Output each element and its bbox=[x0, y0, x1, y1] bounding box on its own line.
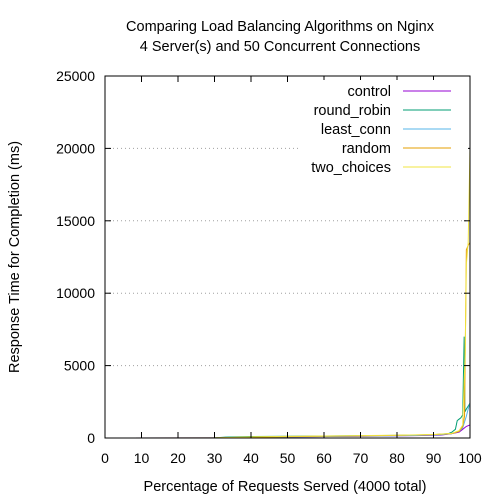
legend-entry-background bbox=[298, 80, 468, 97]
x-tick-label: 80 bbox=[389, 450, 405, 466]
x-tick-label: 90 bbox=[426, 450, 442, 466]
chart-title-line-2: 4 Server(s) and 50 Concurrent Connection… bbox=[140, 39, 420, 55]
x-tick-label: 30 bbox=[207, 450, 223, 466]
x-tick-label: 10 bbox=[134, 450, 150, 466]
y-tick-label: 10000 bbox=[56, 285, 95, 301]
legend-entry-background bbox=[298, 156, 468, 173]
chart-title-line-1: Comparing Load Balancing Algorithms on N… bbox=[126, 19, 435, 35]
legend-label-round-robin: round_robin bbox=[314, 103, 391, 119]
legend-entry-background bbox=[298, 118, 468, 135]
x-tick-label: 0 bbox=[101, 450, 109, 466]
legend-label-least-conn: least_conn bbox=[321, 122, 391, 138]
y-tick-label: 0 bbox=[87, 430, 95, 446]
y-axis-label: Response Time for Completion (ms) bbox=[7, 141, 23, 373]
x-tick-label: 100 bbox=[458, 450, 482, 466]
y-tick-label: 25000 bbox=[56, 68, 95, 84]
legend-entry-background bbox=[298, 99, 468, 116]
legend-entry-background bbox=[298, 137, 468, 154]
legend-label-two-choices: two_choices bbox=[311, 160, 391, 176]
y-tick-label: 20000 bbox=[56, 140, 95, 156]
x-tick-label: 70 bbox=[353, 450, 369, 466]
x-axis-label: Percentage of Requests Served (4000 tota… bbox=[144, 479, 427, 495]
x-tick-label: 40 bbox=[243, 450, 259, 466]
y-tick-label: 15000 bbox=[56, 213, 95, 229]
y-tick-label: 5000 bbox=[64, 358, 95, 374]
legend-label-random: random bbox=[342, 141, 391, 157]
x-tick-label: 60 bbox=[316, 450, 332, 466]
x-tick-label: 20 bbox=[170, 450, 186, 466]
legend-label-control: control bbox=[347, 84, 391, 100]
axes: 0 10 20 30 40 50 60 70 80 90 100 0 5000 10000 15000 200… bbox=[56, 68, 482, 466]
x-tick-label: 50 bbox=[280, 450, 296, 466]
